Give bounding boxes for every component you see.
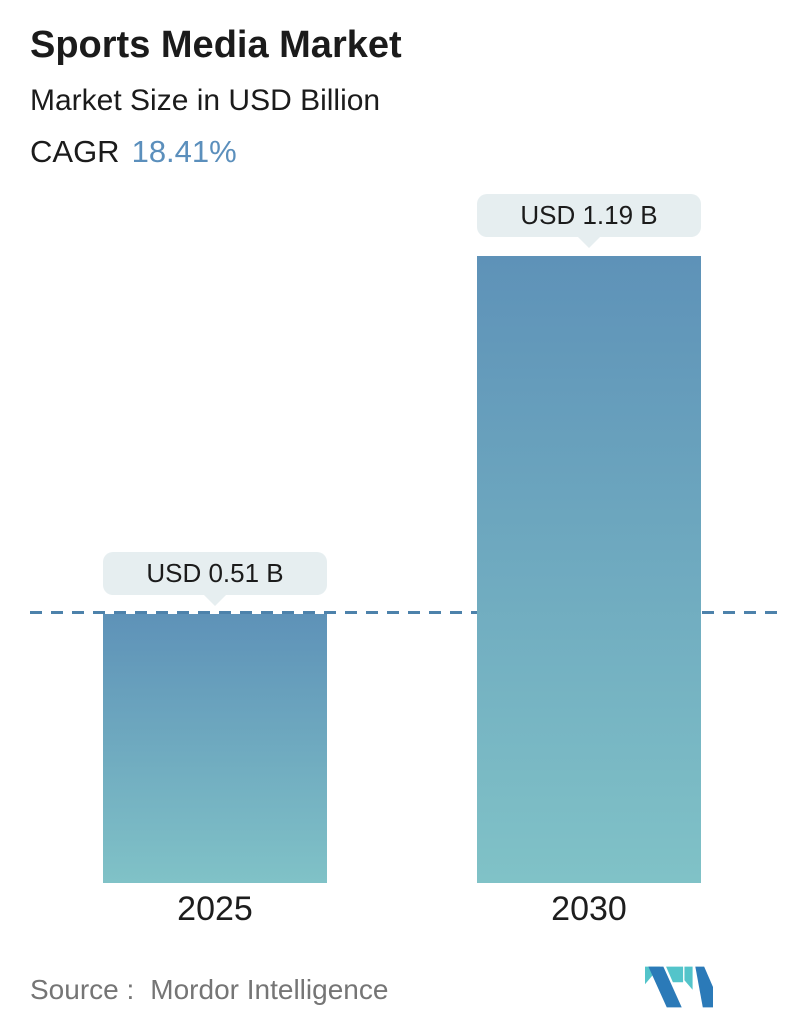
value-label-2025: USD 0.51 B xyxy=(146,558,284,588)
reference-dashed-line xyxy=(30,611,781,614)
logo-blue-left-leg xyxy=(648,966,682,1008)
logo-teal-bar xyxy=(684,966,693,990)
chart-subtitle: Market Size in USD Billion xyxy=(30,84,381,117)
bar-group-2030: USD 1.19 B 2030 xyxy=(477,0,701,1034)
axis-label-2025: 2025 xyxy=(177,890,253,928)
logo-blue-right-diagonal xyxy=(695,966,713,1008)
logo-teal-triangle xyxy=(645,966,660,985)
bar-group-2025: USD 0.51 B 2025 xyxy=(103,0,327,1034)
logo-teal-diamond xyxy=(666,966,684,983)
cagr-line: CAGR 18.41% xyxy=(30,134,237,170)
page-title: Sports Media Market xyxy=(30,24,402,66)
value-label-2030: USD 1.19 B xyxy=(520,200,658,230)
cagr-value: 18.41% xyxy=(131,134,237,169)
bar-2030 xyxy=(477,256,701,883)
mordor-intelligence-logo xyxy=(645,966,713,1008)
value-bubble-2025: USD 0.51 B xyxy=(103,552,327,595)
cagr-label: CAGR xyxy=(30,134,120,169)
source-attribution: Source : Mordor Intelligence xyxy=(30,974,388,1006)
bar-2025 xyxy=(103,614,327,883)
source-label: Source : xyxy=(30,974,135,1005)
value-bubble-2030: USD 1.19 B xyxy=(477,194,701,237)
axis-label-2030: 2030 xyxy=(551,890,627,928)
source-value: Mordor Intelligence xyxy=(150,974,389,1005)
